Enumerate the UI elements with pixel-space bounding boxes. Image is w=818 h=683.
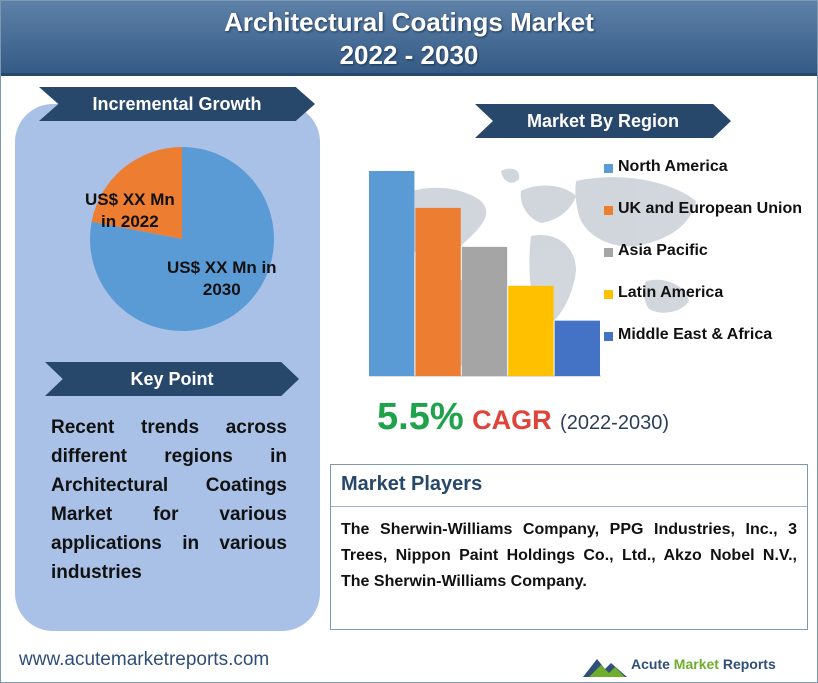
cagr-label: CAGR	[472, 405, 552, 435]
market-players-heading: Market Players	[341, 473, 483, 495]
legend-label: Middle East & Africa	[618, 326, 773, 343]
brand-name-part2: Market	[673, 656, 719, 672]
bar-north-america	[369, 171, 415, 376]
key-point-heading: Key Point	[45, 362, 299, 396]
legend-label: UK and European Union	[618, 200, 802, 217]
pie-label-2022-line1: US$ XX Mn	[85, 190, 175, 209]
mountain-logo-icon	[583, 659, 627, 677]
market-players-box: Market Players The Sherwin-Williams Comp…	[330, 464, 808, 630]
market-players-divider	[331, 506, 807, 507]
market-by-region-heading: Market By Region	[475, 104, 731, 138]
legend-swatch	[604, 248, 613, 257]
bar-latin-america	[508, 285, 554, 376]
cagr-period: (2022-2030)	[560, 412, 669, 434]
brand-name: Acute Market Reports	[631, 656, 776, 672]
key-point-text: Recent trends across different regions i…	[51, 417, 287, 583]
pie-label-2030-line2: 2030	[202, 280, 241, 299]
bar-middle-east-africa	[554, 320, 600, 376]
pie-label-2022: US$ XX Mn in 2022	[85, 189, 175, 233]
incremental-growth-pie	[89, 147, 274, 332]
pie-slice-2030	[89, 147, 274, 332]
brand-name-part3: Reports	[718, 656, 776, 672]
legend-swatch	[604, 164, 613, 173]
brand-logo: Acute Market Reports	[581, 651, 811, 681]
cagr-value: 5.5%	[377, 396, 464, 438]
legend-swatch	[604, 290, 613, 299]
page-subtitle: 2022 - 2030	[339, 40, 479, 70]
page-header: Architectural Coatings Market 2022 - 203…	[1, 1, 817, 76]
legend-label: Latin America	[618, 284, 724, 301]
legend-swatch	[604, 332, 613, 341]
incremental-growth-heading: Incremental Growth	[39, 87, 315, 121]
legend-label: North America	[618, 158, 728, 175]
region-bar-chart	[369, 171, 601, 377]
legend-label: Asia Pacific	[618, 242, 708, 259]
cagr-stat: 5.5% CAGR (2022-2030)	[377, 396, 669, 439]
brand-name-part1: Acute	[631, 656, 674, 672]
page-title: Architectural Coatings Market	[224, 7, 594, 37]
pie-label-2030-line1: US$ XX Mn in	[167, 258, 277, 277]
pie-label-2022-line2: in 2022	[101, 212, 159, 231]
pie-slice-2022	[91, 147, 182, 239]
market-players-text: The Sherwin-Williams Company, PPG Indust…	[341, 521, 797, 590]
website-url[interactable]: www.acutemarketreports.com	[19, 649, 270, 670]
legend-swatch	[604, 206, 613, 215]
bar-asia-pacific	[461, 246, 508, 376]
pie-label-2030: US$ XX Mn in 2030	[167, 257, 277, 301]
bar-uk-and-european-union	[415, 207, 461, 376]
